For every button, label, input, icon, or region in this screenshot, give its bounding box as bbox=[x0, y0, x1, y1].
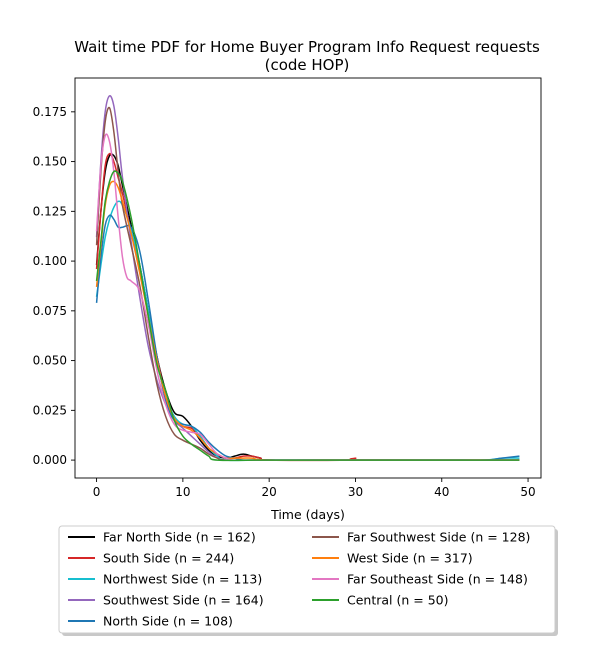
legend-label: North Side (n = 108) bbox=[103, 614, 233, 629]
y-tick-label: 0.150 bbox=[33, 155, 67, 169]
chart-title: Wait time PDF for Home Buyer Program Inf… bbox=[74, 38, 540, 56]
y-tick-label: 0.025 bbox=[33, 403, 67, 417]
legend-label: Far Southeast Side (n = 148) bbox=[347, 572, 528, 587]
legend-label: West Side (n = 317) bbox=[347, 551, 473, 566]
legend-label: Far North Side (n = 162) bbox=[103, 530, 256, 545]
legend-label: Central (n = 50) bbox=[347, 593, 449, 608]
x-tick-label: 30 bbox=[348, 485, 363, 499]
x-tick-label: 0 bbox=[93, 485, 101, 499]
legend-label: Far Southwest Side (n = 128) bbox=[347, 530, 530, 545]
series-layer bbox=[95, 95, 520, 462]
x-tick-label: 20 bbox=[262, 485, 277, 499]
x-tick-label: 10 bbox=[175, 485, 190, 499]
y-tick-label: 0.050 bbox=[33, 354, 67, 368]
x-axis-label: Time (days) bbox=[270, 507, 345, 522]
chart-subtitle: (code HOP) bbox=[265, 56, 350, 74]
legend-label: Northwest Side (n = 113) bbox=[103, 572, 262, 587]
y-tick-label: 0.100 bbox=[33, 254, 67, 268]
legend-label: Southwest Side (n = 164) bbox=[103, 593, 264, 608]
y-tick-label: 0.075 bbox=[33, 304, 67, 318]
series-line-8 bbox=[95, 170, 520, 462]
ticks-layer: 0 10 20 30 40 50 0.000 0.025 0.050 0.075 0.100 0.12… bbox=[33, 105, 536, 499]
plot-frame bbox=[74, 77, 542, 479]
legend-label: South Side (n = 244) bbox=[103, 551, 234, 566]
legend-box bbox=[58, 525, 556, 634]
x-tick-label: 40 bbox=[434, 485, 449, 499]
legend-items: Far North Side (n = 162) South Side (n = … bbox=[68, 530, 530, 629]
y-tick-label: 0.125 bbox=[33, 204, 67, 218]
y-tick-label: 0.000 bbox=[33, 453, 67, 467]
legend: Far North Side (n = 162) South Side (n = … bbox=[58, 525, 558, 636]
x-tick-label: 50 bbox=[520, 485, 535, 499]
y-tick-label: 0.175 bbox=[33, 105, 67, 119]
